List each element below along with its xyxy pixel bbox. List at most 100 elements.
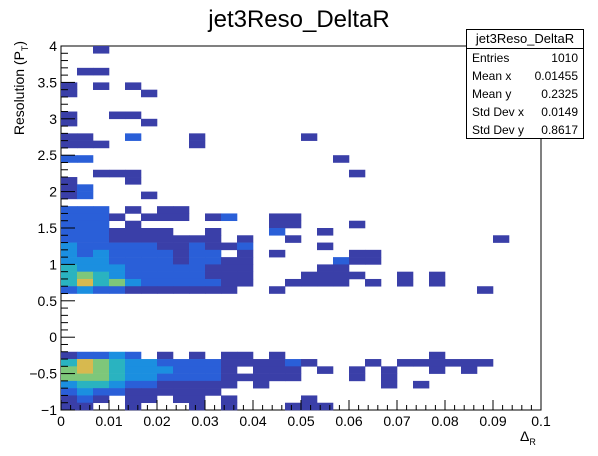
heatmap-bin — [205, 249, 222, 258]
heatmap-bin — [253, 380, 270, 389]
heatmap-bin — [157, 373, 174, 382]
heatmap-bin — [365, 257, 382, 265]
heatmap-bin — [61, 235, 78, 243]
heatmap-bin — [221, 271, 238, 280]
heatmap-bin — [333, 155, 350, 163]
y-tick-label: 3.5 — [38, 74, 58, 90]
heatmap-bin — [173, 235, 190, 243]
heatmap-bin — [141, 191, 158, 200]
heatmap-bin — [397, 271, 414, 280]
heatmap-bin — [349, 249, 366, 258]
heatmap-bin — [221, 380, 238, 389]
heatmap-bin — [349, 271, 366, 280]
heatmap-bin — [205, 242, 222, 251]
heatmap-bin — [109, 359, 126, 367]
heatmap-bin — [77, 351, 94, 360]
heatmap-bin — [205, 278, 222, 287]
heatmap-bin — [93, 278, 110, 287]
y-tick-label: 3 — [49, 111, 57, 127]
heatmap-bin — [93, 388, 110, 396]
heatmap-bin — [189, 133, 206, 141]
heatmap-bin — [173, 359, 190, 367]
heatmap-bin — [157, 264, 174, 272]
heatmap-bin — [141, 278, 158, 287]
heatmap-bin — [141, 89, 158, 98]
heatmap-bin — [269, 373, 286, 382]
heatmap-bin — [61, 351, 78, 360]
heatmap-bin — [61, 249, 78, 258]
heatmap-bin — [77, 388, 94, 396]
heatmap-bin — [317, 366, 334, 374]
heatmap-bin — [173, 264, 190, 272]
heatmap-bin — [141, 264, 158, 272]
heatmap-bin — [157, 286, 174, 294]
heatmap-bin — [61, 388, 78, 396]
heatmap-bin — [77, 220, 94, 229]
heatmap-bin — [189, 140, 206, 149]
heatmap-bin — [93, 213, 110, 222]
heatmap-bin — [77, 155, 94, 163]
heatmap-bin — [141, 118, 158, 127]
heatmap-bin — [93, 140, 110, 149]
heatmap-bin — [173, 213, 190, 222]
stats-title: jet3Reso_DeltaR — [467, 30, 583, 49]
heatmap-bin — [77, 249, 94, 258]
heatmap-bin — [221, 278, 238, 287]
heatmap-bin — [61, 133, 78, 141]
y-tick-label: −1 — [41, 402, 57, 418]
heatmap-bin — [285, 402, 302, 411]
chart-title: jet3Reso_DeltaR — [208, 6, 390, 33]
heatmap-bin — [61, 380, 78, 389]
heatmap-bin — [141, 359, 158, 367]
heatmap-bin — [333, 264, 350, 272]
heatmap-bin — [461, 359, 478, 367]
heatmap-bin — [365, 359, 382, 367]
heatmap-bin — [93, 351, 110, 360]
heatmap-bin — [221, 286, 238, 294]
heatmap-bin — [381, 366, 398, 374]
heatmap-bin — [61, 271, 78, 280]
heatmap-bin — [189, 257, 206, 265]
heatmap-bin — [141, 271, 158, 280]
x-tick-label: 0.06 — [335, 413, 362, 429]
heatmap-bin — [93, 373, 110, 382]
heatmap-bin — [77, 213, 94, 222]
heatmap-bin — [317, 264, 334, 272]
heatmap-bin — [141, 257, 158, 265]
y-tick-label: 4 — [49, 38, 57, 54]
heatmap-bin — [77, 133, 94, 141]
heatmap-bin — [93, 380, 110, 389]
heatmap-bin — [237, 351, 254, 360]
heatmap-bin — [93, 82, 110, 90]
heatmap-bin — [317, 402, 334, 411]
heatmap-bin — [285, 278, 302, 287]
heatmap-bin — [61, 395, 78, 404]
heatmap-bin — [61, 177, 78, 185]
heatmap-bin — [141, 249, 158, 258]
heatmap-bin — [109, 380, 126, 389]
heatmap-bin — [93, 271, 110, 280]
heatmap-bin — [61, 155, 78, 163]
heatmap-bin — [349, 169, 366, 178]
heatmap-bin — [125, 169, 142, 178]
heatmap-bin — [253, 373, 270, 382]
heatmap-bin — [157, 278, 174, 287]
heatmap-bin — [269, 366, 286, 374]
heatmap-bin — [173, 366, 190, 374]
heatmap-bin — [173, 395, 190, 404]
heatmap-bin — [285, 220, 302, 229]
heatmap-bin — [77, 395, 94, 404]
heatmap-bin — [157, 235, 174, 243]
heatmap-bin — [253, 359, 270, 367]
stats-row-mean-x: Mean x 0.01455 — [472, 69, 578, 83]
heatmap-bin — [141, 235, 158, 243]
heatmap-bin — [237, 264, 254, 272]
heatmap-bin — [157, 213, 174, 222]
heatmap-bin — [285, 366, 302, 374]
y-tick-label: 1 — [49, 256, 57, 272]
heatmap-bin — [445, 359, 462, 367]
heatmap-bin — [77, 67, 94, 76]
heatmap-bin — [61, 228, 78, 236]
heatmap-bin — [237, 278, 254, 287]
heatmap-bin — [77, 228, 94, 236]
